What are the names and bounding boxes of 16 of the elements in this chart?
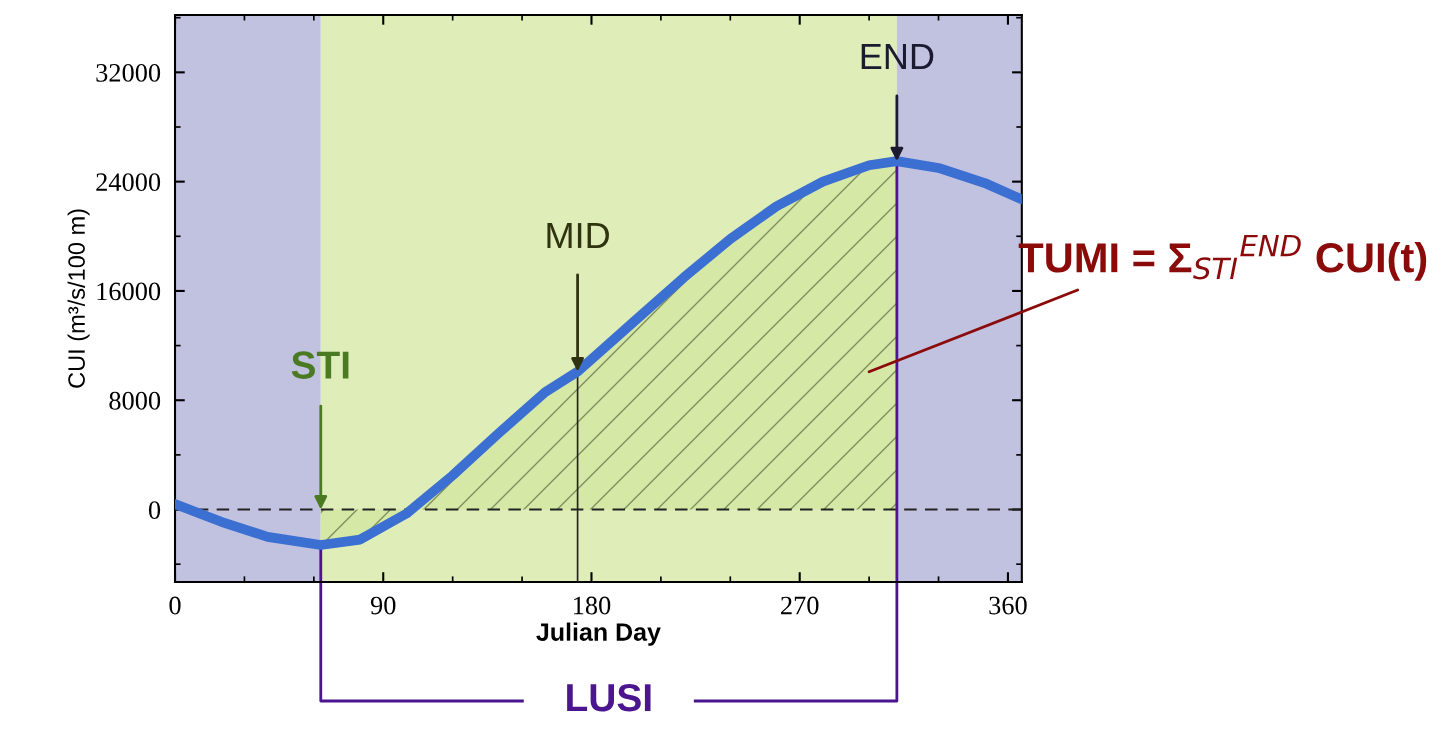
annotation: MID: [547, 223, 609, 248]
y-tick-label: 32000: [96, 63, 161, 82]
x-tick-label: 180: [574, 596, 611, 615]
x-tick-label: 270: [781, 596, 819, 615]
x-tick-label: 360: [989, 596, 1027, 615]
annotation: END: [861, 44, 934, 69]
x-tick-label: 90: [370, 596, 396, 615]
annotation: LUSI: [567, 683, 651, 712]
y-tick-label: 16000: [97, 282, 161, 301]
y-tick-label: 24000: [96, 173, 161, 192]
annotation: STI: [291, 351, 349, 379]
y-tick-label: 0: [148, 501, 161, 519]
y-tick-label: 8000: [109, 391, 161, 410]
y-axis-title: CUI (m³/s/100 m): [67, 209, 90, 388]
x-tick-label: 0: [169, 596, 181, 615]
x-axis-title: Julian Day: [536, 622, 661, 646]
